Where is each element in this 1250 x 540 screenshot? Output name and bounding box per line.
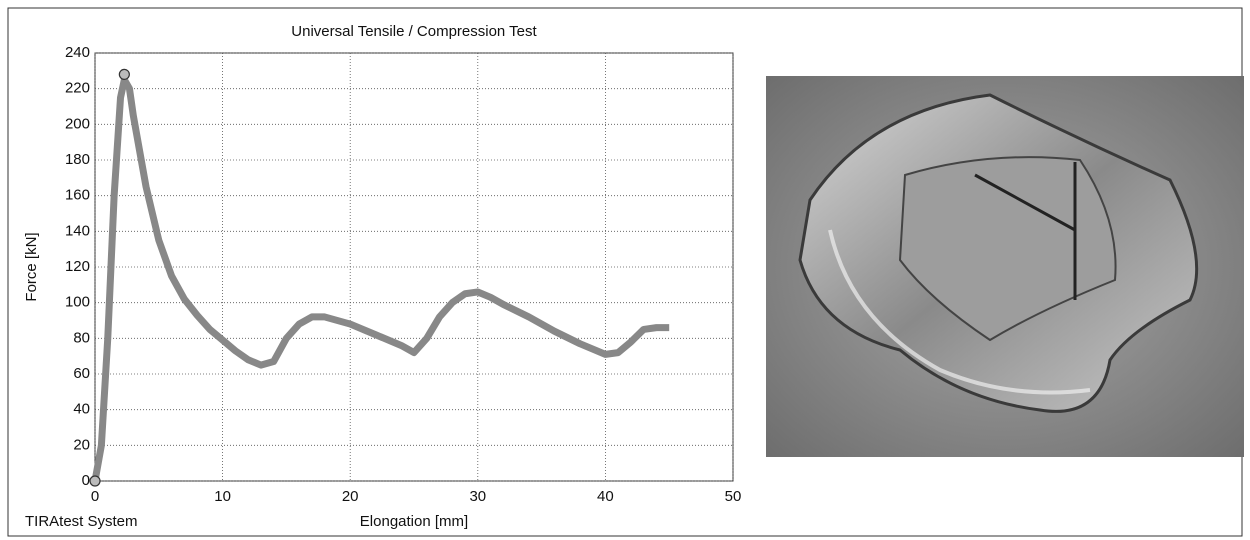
y-tick-label: 80 <box>73 329 90 346</box>
x-axis-label: Elongation [mm] <box>360 513 468 530</box>
x-tick-label: 30 <box>469 488 486 505</box>
y-axis-label: Force [kN] <box>23 232 40 301</box>
y-tick-label: 0 <box>82 472 90 489</box>
x-tick-label: 20 <box>342 488 359 505</box>
y-tick-label: 220 <box>65 80 90 97</box>
footer: TIRAtest System <box>25 513 138 530</box>
y-tick-label: 140 <box>65 222 90 239</box>
y-tick-label: 20 <box>73 436 90 453</box>
y-tick-label: 160 <box>65 187 90 204</box>
y-tick-label: 100 <box>65 294 90 311</box>
x-tick-label: 10 <box>214 488 231 505</box>
y-tick-label: 40 <box>73 401 90 418</box>
y-tick-label: 240 <box>65 44 90 61</box>
x-tick-label: 0 <box>91 488 99 505</box>
marker <box>118 68 130 81</box>
photo <box>766 76 1244 457</box>
y-tick-label: 120 <box>65 258 90 275</box>
y-tick-label: 200 <box>65 115 90 132</box>
data-line <box>91 76 670 482</box>
chart-title: Universal Tensile / Compression Test <box>291 23 537 40</box>
x-tick-label: 50 <box>725 488 742 505</box>
y-tick-label: 180 <box>65 151 90 168</box>
x-tick-label: 40 <box>597 488 614 505</box>
marker <box>89 475 101 487</box>
y-tick-label: 60 <box>73 365 90 382</box>
